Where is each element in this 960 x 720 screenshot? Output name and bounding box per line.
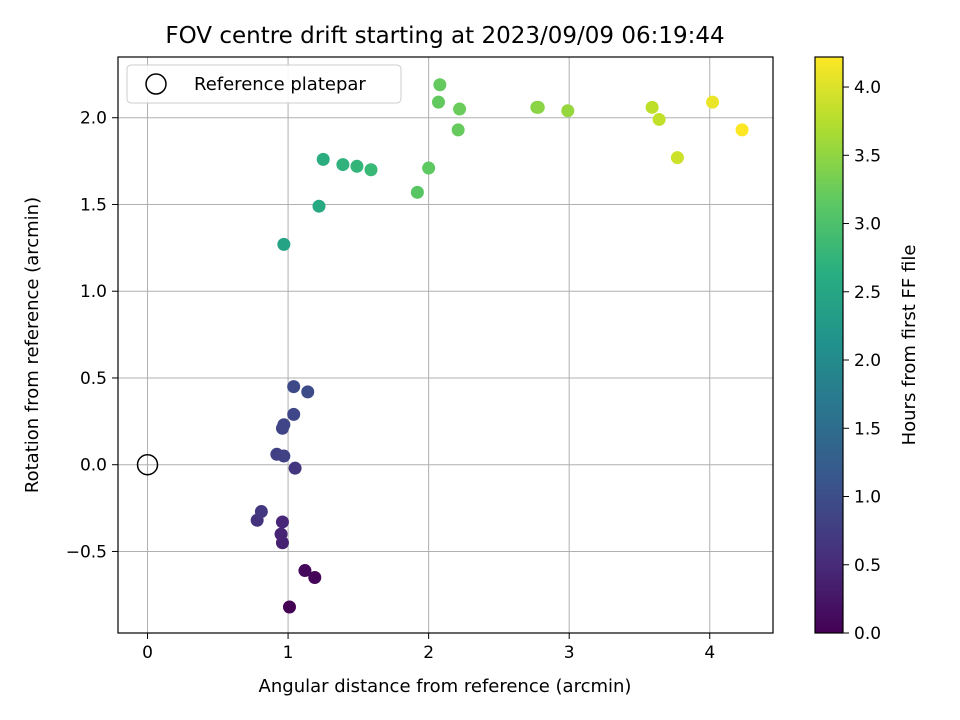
scatter-point [287,380,301,394]
colorbar-tick-label: 0.0 [854,624,881,644]
x-tick-label: 3 [564,643,575,663]
plot-frame [117,56,774,634]
colorbar-label: Hours from first FF file [899,245,920,446]
scatter-point [316,152,330,166]
x-tick-label: 1 [283,643,294,663]
y-tick-label: −0.5 [66,542,107,562]
scatter-point [277,237,291,251]
scatter-point [287,407,301,421]
legend-reference-marker [145,73,167,95]
x-axis-ticks: 0 1 2 3 4 [142,633,715,663]
colorbar-tick-label: 4.0 [854,78,881,98]
scatter-point [451,123,465,137]
y-tick-label: 0.0 [80,456,107,476]
colorbar-tick-label: 1.5 [854,419,881,439]
x-tick-label: 4 [704,643,715,663]
legend-box [126,64,402,104]
scatter-point [706,95,720,109]
chart-title: FOV centre drift starting at 2023/09/09 … [165,23,724,49]
y-axis-label: Rotation from reference (arcmin) [22,197,43,493]
scatter-point [277,449,291,463]
scatter-point [670,151,684,165]
reference-marker [136,453,159,476]
scatter-point [336,158,350,172]
scatter-point [453,102,467,116]
colorbar-tick-label: 2.5 [854,283,881,303]
x-tick-label: 2 [423,643,434,663]
scatter-point [288,461,302,475]
colorbar-gradient [814,56,844,634]
scatter-point [645,100,659,114]
scatter-point [282,600,296,614]
colorbar-ticks: 0.0 0.5 1.0 1.5 2.0 2.5 3.0 3.5 4.0 [843,78,881,644]
scatter-point [350,159,364,173]
x-axis-label: Angular distance from reference (arcmin) [259,676,632,697]
colorbar-tick-label: 1.0 [854,488,881,508]
scatter-point [364,163,378,177]
scatter-point [274,527,288,541]
y-tick-label: 1.5 [80,195,107,215]
scatter-point [561,104,575,118]
scatter-point [308,570,322,584]
y-tick-label: 1.0 [80,282,107,302]
scatter-point [277,418,291,432]
scatter-point [298,564,312,578]
scatter-point [422,161,436,175]
legend-reference-label: Reference platepar [194,74,366,95]
scatter-point [735,123,749,137]
scatter-point [301,385,315,399]
y-tick-label: 0.5 [80,369,107,389]
scatter-points [250,78,749,614]
scatter-point [254,505,268,519]
colorbar-tick-label: 2.0 [854,351,881,371]
scatter-point [433,78,447,92]
scatter-point [275,515,289,529]
reference-marker-group [136,453,159,476]
colorbar-tick-label: 3.0 [854,215,881,235]
colorbar: 0.0 0.5 1.0 1.5 2.0 2.5 3.0 3.5 4.0 Hours from f… [814,56,920,644]
scatter-point [531,100,545,114]
scatter-point [652,112,666,126]
legend: Reference platepar [126,64,402,104]
y-axis-ticks: −0.5 0.0 0.5 1.0 1.5 2.0 [66,109,118,562]
colorbar-tick-label: 3.5 [854,146,881,166]
x-tick-label: 0 [142,643,153,663]
scatter-point [312,199,326,213]
y-tick-label: 2.0 [80,109,107,129]
plot-grid [118,57,773,633]
scatter-point [410,185,424,199]
colorbar-tick-label: 0.5 [854,556,881,576]
scatter-point [431,95,445,109]
